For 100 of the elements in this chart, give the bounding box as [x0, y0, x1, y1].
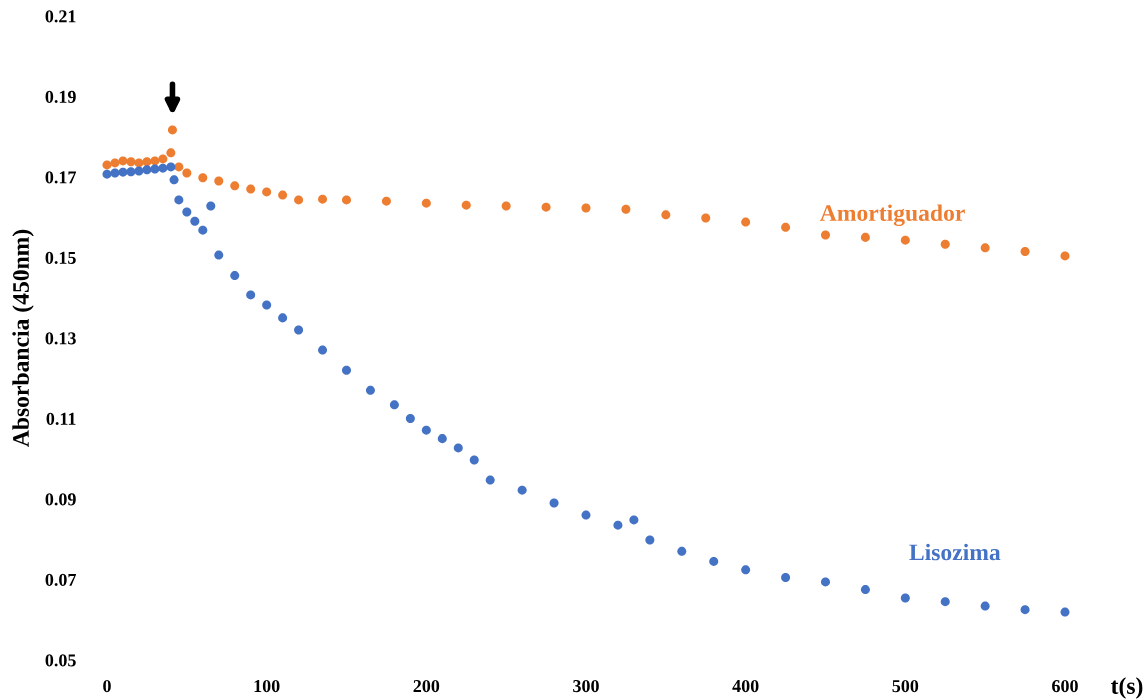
- point: [182, 207, 192, 217]
- x-axis-title: t(s): [1110, 677, 1143, 699]
- point: [342, 195, 351, 205]
- point: [167, 125, 177, 135]
- point: [940, 239, 950, 249]
- point: [581, 203, 591, 213]
- point: [118, 167, 128, 177]
- point: [629, 515, 639, 525]
- point: [485, 475, 495, 485]
- y-tick-label: 0.19: [45, 90, 76, 104]
- point: [318, 345, 328, 355]
- point: [900, 593, 910, 603]
- y-tick-label: 0.13: [45, 332, 76, 345]
- point: [118, 156, 128, 166]
- point: [860, 585, 870, 595]
- point: [581, 510, 591, 520]
- point: [198, 225, 208, 235]
- point: [940, 597, 950, 607]
- point: [821, 577, 830, 587]
- point: [661, 210, 671, 220]
- point: [246, 290, 256, 300]
- point: [405, 414, 415, 423]
- point: [198, 173, 208, 183]
- point: [150, 156, 160, 166]
- point: [421, 425, 431, 435]
- point: [230, 271, 240, 281]
- point: [469, 455, 479, 465]
- y-tick-label: 0.11: [46, 412, 76, 426]
- point: [246, 184, 256, 194]
- point: [900, 235, 910, 245]
- point: [158, 163, 168, 173]
- y-tick-label: 0.17: [45, 171, 76, 184]
- y-tick-label: 0.21: [45, 10, 76, 23]
- point: [453, 443, 463, 453]
- point: [318, 194, 328, 204]
- y-axis-title: Absorbancia (450nm): [12, 229, 34, 447]
- point: [381, 196, 391, 206]
- point: [110, 168, 120, 178]
- x-tick-label: 400: [732, 679, 759, 693]
- x-tick-label: 600: [1052, 679, 1078, 693]
- point: [389, 400, 399, 410]
- point: [174, 195, 184, 205]
- point: [142, 157, 152, 167]
- point: [166, 148, 176, 158]
- point: [1020, 246, 1030, 256]
- point: [709, 556, 719, 566]
- point: [1060, 607, 1070, 617]
- point: [166, 162, 176, 172]
- x-tick-label: 200: [413, 679, 440, 693]
- point: [741, 217, 751, 227]
- point: [781, 222, 791, 232]
- point: [677, 546, 687, 556]
- y-tick-label: 0.09: [45, 493, 76, 506]
- point: [174, 162, 184, 172]
- y-tick-label: 0.07: [45, 573, 76, 587]
- point: [621, 204, 631, 214]
- y-tick-label: 0.15: [45, 251, 76, 265]
- point: [342, 365, 351, 375]
- point: [501, 201, 511, 211]
- point: [110, 158, 120, 168]
- point: [549, 498, 559, 508]
- series-label: Lisozima: [909, 543, 1001, 561]
- point: [613, 520, 623, 530]
- point: [262, 300, 272, 310]
- point: [190, 216, 200, 226]
- point: [102, 160, 112, 170]
- point: [461, 200, 471, 210]
- point: [150, 164, 160, 174]
- point: [781, 572, 791, 582]
- point: [541, 202, 551, 212]
- point: [169, 175, 179, 185]
- point: [214, 176, 224, 186]
- point: [1060, 251, 1070, 261]
- point: [437, 434, 447, 444]
- point: [1020, 605, 1030, 615]
- point: [860, 232, 870, 242]
- point: [421, 198, 431, 208]
- point: [230, 181, 240, 191]
- point: [294, 195, 304, 205]
- point: [142, 165, 152, 175]
- point: [158, 154, 168, 164]
- point: [365, 385, 375, 395]
- point: [102, 169, 112, 179]
- point: [278, 313, 288, 323]
- point: [214, 250, 224, 260]
- x-tick-label: 500: [892, 679, 919, 693]
- point: [134, 166, 144, 176]
- point: [741, 565, 751, 575]
- point: [980, 601, 990, 611]
- point: [294, 325, 304, 335]
- x-tick-label: 100: [254, 679, 280, 693]
- point: [701, 213, 711, 223]
- point: [134, 158, 144, 168]
- point: [182, 168, 192, 178]
- point: [821, 230, 830, 240]
- point: [517, 485, 527, 495]
- y-tick-label: 0.05: [45, 654, 76, 667]
- point: [126, 157, 136, 167]
- x-tick-label: 0: [103, 679, 111, 693]
- point: [980, 243, 990, 253]
